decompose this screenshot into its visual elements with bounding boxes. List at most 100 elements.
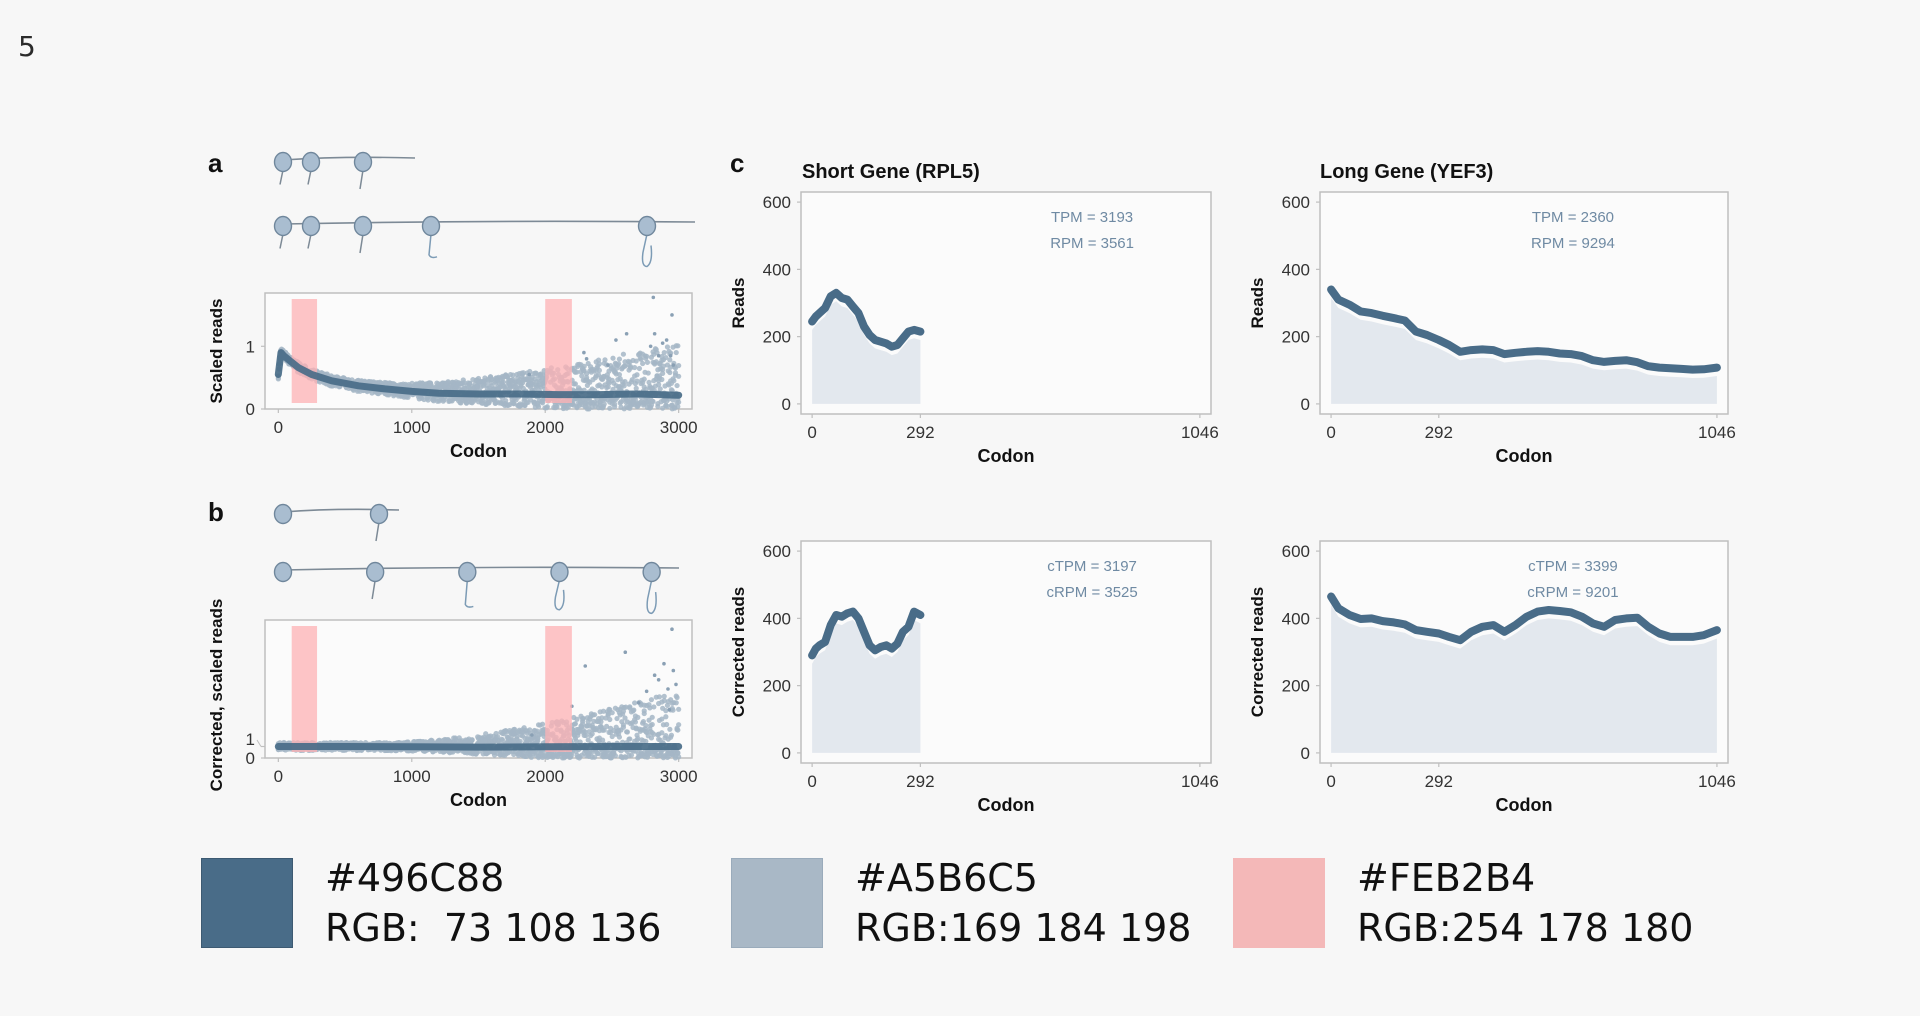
- scatter-point: [572, 721, 578, 727]
- scatter-point: [616, 371, 623, 378]
- highlight-region: [545, 626, 572, 752]
- outlier-point: [666, 687, 670, 691]
- y-tick-label: 600: [763, 542, 791, 561]
- outlier-point: [648, 344, 653, 349]
- outlier-point: [664, 338, 669, 342]
- scatter-point: [635, 735, 641, 741]
- y-tick-label: 600: [763, 193, 791, 212]
- scatter-point: [636, 365, 643, 372]
- scatter-point: [675, 403, 681, 410]
- outlier-point: [662, 661, 666, 666]
- scatter-point: [539, 721, 546, 727]
- scatter-point: [646, 379, 652, 386]
- scatter-point: [621, 383, 627, 389]
- scatter-point: [676, 373, 682, 379]
- x-tick-label: 1046: [1698, 772, 1736, 791]
- series-line: [1327, 285, 1721, 374]
- scatter-point: [641, 376, 647, 382]
- stat-annotation: cTPM = 3399: [1528, 558, 1618, 575]
- scatter-point: [610, 355, 616, 361]
- ribosome-diagrams: [273, 151, 696, 615]
- mrna-strand: [282, 566, 680, 571]
- chart-a-metagene: 0 1000 2000 3000 0 1 Codon Scaled reads: [207, 292, 698, 461]
- scatter-point: [628, 752, 635, 758]
- y-axis-label: Reads: [729, 277, 748, 328]
- ribosome-icon: [550, 561, 569, 583]
- legend-hex-pink: #FEB2B4: [1357, 856, 1536, 900]
- x-tick-label: 1000: [393, 418, 431, 437]
- ribosome-icon: [458, 561, 477, 583]
- scatter-point: [535, 404, 542, 410]
- ribosome-icon: [642, 561, 661, 583]
- scatter-point: [585, 737, 591, 743]
- scatter-point: [596, 367, 602, 373]
- y-tick-label: 400: [1282, 260, 1310, 279]
- scatter-point: [580, 715, 586, 722]
- scatter-point: [664, 344, 671, 350]
- highlight-region: [291, 299, 318, 403]
- scatter-point: [651, 704, 657, 710]
- scatter-point: [676, 754, 682, 760]
- scatter-point: [629, 377, 635, 383]
- scatter-point: [600, 708, 606, 714]
- scatter-point: [628, 364, 634, 370]
- ribosome-icon: [421, 215, 441, 237]
- x-axis-label: Codon: [450, 790, 507, 810]
- nascent-peptide: [359, 233, 364, 254]
- scatter-point: [661, 350, 667, 356]
- scatter-point: [604, 723, 610, 729]
- outlier-point: [671, 363, 676, 367]
- scatter-point: [419, 380, 426, 386]
- nascent-peptide: [554, 579, 565, 611]
- scatter-point: [649, 714, 655, 720]
- x-axis-label: Codon: [978, 446, 1035, 466]
- scatter-point: [631, 707, 637, 713]
- y-tick-label: 0: [782, 395, 791, 414]
- ribosome-icon: [301, 151, 321, 173]
- x-tick-label: 3000: [660, 418, 698, 437]
- ribosome-icon: [353, 151, 373, 173]
- scatter-point: [659, 716, 665, 722]
- outlier-point: [644, 689, 649, 694]
- mean-line: [274, 743, 683, 751]
- outlier-point: [660, 341, 665, 345]
- scatter-point: [673, 700, 679, 706]
- y-tick-label: 1: [246, 337, 255, 356]
- chart-title: Long Gene (YEF3): [1320, 161, 1493, 183]
- y-axis-label: Corrected reads: [729, 587, 748, 717]
- ribosome-icon: [273, 561, 293, 583]
- scatter-point: [527, 368, 533, 375]
- chart-c-long-raw: Long Gene (YEF3) 0 292 1046 0 200 400 600 Codon R…: [1248, 161, 1736, 466]
- scatter-point: [581, 363, 587, 369]
- scatter-point: [609, 710, 615, 716]
- mrna-strand: [282, 220, 696, 225]
- scatter-point: [660, 363, 667, 369]
- x-tick-label: 1046: [1698, 423, 1736, 442]
- mrna-row-b-0: [273, 503, 400, 542]
- scatter-point: [676, 362, 682, 369]
- y-tick-label: 200: [1282, 328, 1310, 347]
- x-tick-label: 0: [274, 767, 283, 786]
- scatter-point: [441, 397, 447, 403]
- y-tick-label: 200: [1282, 677, 1310, 696]
- scatter-point: [520, 370, 526, 376]
- scatter-point: [605, 384, 611, 390]
- scatter-point: [610, 386, 616, 392]
- scatter-point: [634, 372, 640, 378]
- scatter-point: [574, 716, 580, 722]
- stat-annotation: RPM = 9294: [1531, 235, 1615, 252]
- scatter-point: [667, 357, 673, 363]
- area-fill: [1331, 298, 1717, 404]
- scatter-point: [574, 369, 580, 375]
- scatter-point: [673, 349, 679, 356]
- stat-annotation: cRPM = 9201: [1527, 584, 1618, 601]
- scatter-point: [622, 363, 628, 369]
- scatter-point: [674, 694, 680, 701]
- scatter-point: [620, 722, 627, 728]
- highlight-region: [291, 626, 318, 752]
- nascent-peptide: [279, 169, 284, 185]
- y-tick-label: 0: [1301, 395, 1310, 414]
- x-tick-label: 292: [906, 772, 934, 791]
- mrna-row-a-1: [273, 215, 696, 268]
- outlier-point: [614, 338, 618, 342]
